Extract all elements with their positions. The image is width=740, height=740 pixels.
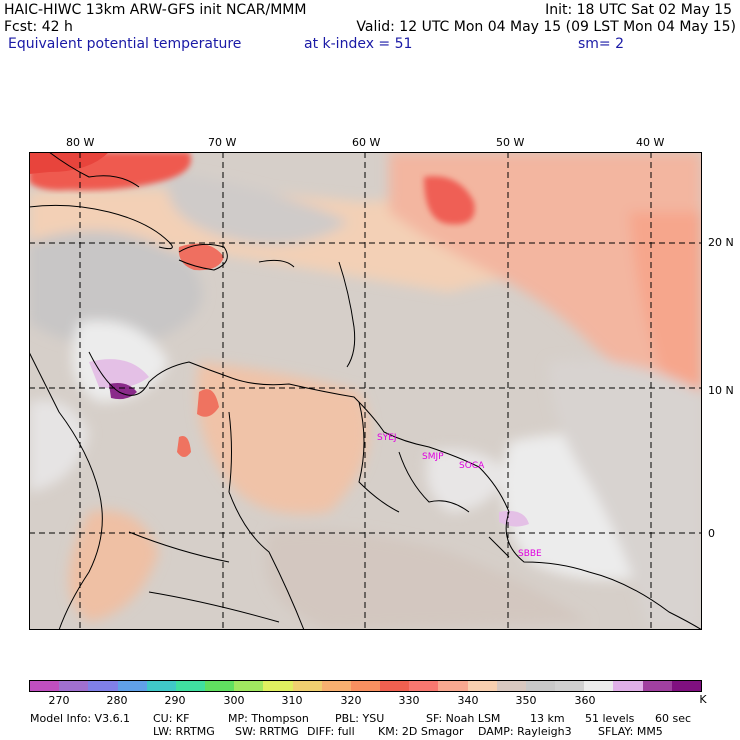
- colorbar-segment: [175, 681, 206, 691]
- footer-model-info: Model Info: V3.6.1: [30, 712, 131, 725]
- colorbar-segment: [350, 681, 381, 691]
- footer-timestep: 60 sec: [655, 712, 692, 725]
- colorbar-unit: K: [699, 693, 707, 706]
- colorbar-label: 350: [515, 694, 537, 707]
- footer-sw: SW: RRTMG: [235, 725, 299, 738]
- init-time: Init: 18 UTC Sat 02 May 15: [545, 2, 732, 18]
- colorbar-segment: [263, 681, 293, 691]
- map-frame: [29, 152, 702, 630]
- lon-label-40w: 40 W: [636, 136, 665, 149]
- theta-e-field: [29, 152, 702, 630]
- colorbar-segment: [671, 681, 701, 691]
- footer-cu: CU: KF: [153, 712, 190, 725]
- colorbar: [29, 680, 702, 692]
- title-line: HAIC-HIWC 13km ARW-GFS init NCAR/MMM: [4, 2, 307, 18]
- footer-km: KM: 2D Smagor: [378, 725, 464, 738]
- colorbar-label: 290: [164, 694, 186, 707]
- footer-diff: DIFF: full: [307, 725, 355, 738]
- colorbar-segment: [555, 681, 585, 691]
- footer-mp: MP: Thompson: [228, 712, 309, 725]
- colorbar-segment: [584, 681, 614, 691]
- lat-label-10n: 10 N: [708, 384, 734, 397]
- lat-label-20n: 20 N: [708, 236, 734, 249]
- coastlines: [29, 152, 702, 630]
- footer-resolution: 13 km: [530, 712, 565, 725]
- theta-e-map: [29, 152, 702, 630]
- smoothing: sm= 2: [578, 36, 625, 52]
- lat-label-0: 0: [708, 527, 715, 540]
- footer-pbl: PBL: YSU: [335, 712, 385, 725]
- station-sbbe: SBBE: [518, 549, 542, 559]
- colorbar-label: 280: [106, 694, 128, 707]
- colorbar-segment: [59, 681, 89, 691]
- colorbar-segment: [292, 681, 322, 691]
- lon-label-60w: 60 W: [352, 136, 381, 149]
- lon-label-70w: 70 W: [208, 136, 237, 149]
- colorbar-label: 310: [281, 694, 303, 707]
- colorbar-label: 360: [574, 694, 596, 707]
- colorbar-segment: [525, 681, 556, 691]
- footer-sf: SF: Noah LSM: [426, 712, 501, 725]
- lat-lon-grid: [29, 152, 702, 630]
- forecast-hour: Fcst: 42 h: [4, 19, 73, 35]
- colorbar-segment: [380, 681, 410, 691]
- station-soca: SOCA: [459, 461, 485, 471]
- colorbar-segment: [409, 681, 439, 691]
- colorbar-segment: [146, 681, 176, 691]
- level-index: at k-index = 51: [304, 36, 413, 52]
- footer-sflay: SFLAY: MM5: [598, 725, 663, 738]
- colorbar-segment: [642, 681, 672, 691]
- colorbar-segment: [496, 681, 526, 691]
- station-syej: SYEJ: [377, 433, 397, 443]
- colorbar-segment: [234, 681, 264, 691]
- colorbar-segment: [205, 681, 235, 691]
- valid-time: Valid: 12 UTC Mon 04 May 15 (09 LST Mon …: [356, 19, 736, 35]
- footer-levels: 51 levels: [585, 712, 635, 725]
- field-name: Equivalent potential temperature: [8, 36, 242, 52]
- colorbar-segment: [117, 681, 147, 691]
- colorbar-segment: [467, 681, 497, 691]
- colorbar-segment: [438, 681, 468, 691]
- theta-e-maxima: [29, 152, 529, 527]
- colorbar-label: 300: [223, 694, 245, 707]
- colorbar-label: 320: [340, 694, 362, 707]
- colorbar-segment: [30, 681, 60, 691]
- lon-label-50w: 50 W: [496, 136, 525, 149]
- colorbar-segment: [613, 681, 643, 691]
- colorbar-segment: [321, 681, 351, 691]
- colorbar-segment: [88, 681, 118, 691]
- lon-label-80w: 80 W: [66, 136, 95, 149]
- station-smjp: SMJP: [422, 452, 444, 462]
- footer-lw: LW: RRTMG: [153, 725, 215, 738]
- colorbar-label: 340: [457, 694, 479, 707]
- colorbar-label: 330: [398, 694, 420, 707]
- footer-damp: DAMP: Rayleigh3: [478, 725, 572, 738]
- colorbar-label: 270: [48, 694, 70, 707]
